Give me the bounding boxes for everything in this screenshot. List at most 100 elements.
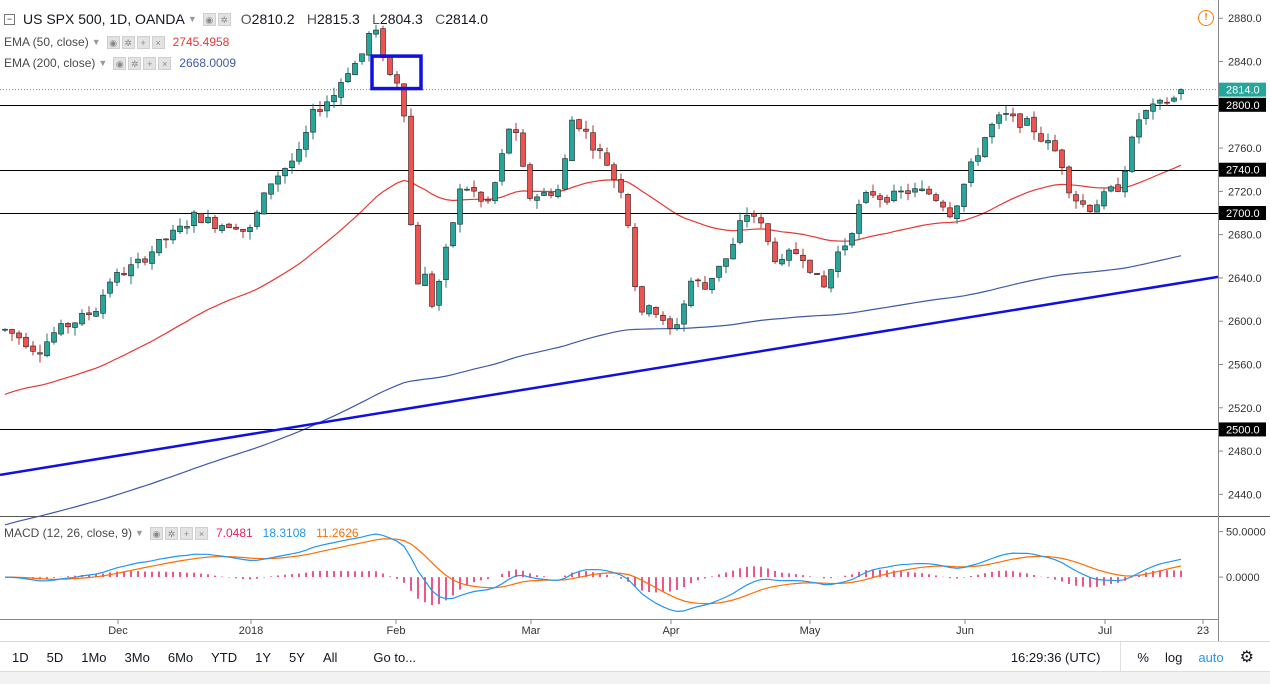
ema50-line [4,164,1182,395]
candle-body [177,225,183,233]
candle-body [261,192,267,215]
price-badge [1219,82,1266,97]
close-icon[interactable]: × [194,526,208,540]
alert-clock-icon[interactable]: ! [1198,10,1214,26]
utc-clock[interactable]: 16:29:36 (UTC) [1010,649,1101,665]
candle-body [534,196,540,201]
chevron-down-icon[interactable]: ▼ [91,37,101,47]
candle-body [254,211,260,227]
candle-body [814,273,820,276]
candle-body [1066,166,1072,194]
timeframe-3mo[interactable]: 3Mo [124,649,150,665]
eye-icon[interactable]: ◉ [113,56,127,70]
candle-body [716,265,722,278]
candle-body [170,229,176,241]
candle-body [240,228,246,232]
candle-body [1017,113,1023,128]
timeframe-all[interactable]: All [322,649,338,665]
log-toggle[interactable]: log [1164,649,1183,665]
gear-icon[interactable]: ⚙ [1239,649,1254,666]
candle-body [156,238,162,254]
candle-body [569,119,575,162]
candle-body [1108,186,1114,192]
bottom-toolbar: 1D 5D 1Mo 3Mo 6Mo YTD 1Y 5Y All Go to...… [0,641,1270,672]
candle-body [114,272,120,283]
timeframe-1d[interactable]: 1D [12,649,29,665]
chevron-down-icon[interactable]: ▼ [135,528,144,538]
price-badge-label: 2800.0 [1226,100,1260,112]
add-icon[interactable]: + [136,35,150,49]
gear-icon[interactable]: ✲ [217,12,231,26]
price-badge-label: 2500.0 [1226,424,1260,436]
candle-body [219,225,225,231]
price-badge-label: 2700.0 [1226,208,1260,220]
candle-body [863,192,869,203]
chevron-down-icon[interactable]: ▼ [98,58,108,68]
candle-body [149,251,155,264]
candle-body [912,188,918,193]
timeframe-ytd[interactable]: YTD [211,649,238,665]
symbol-header: − US SPX 500, 1D, OANDA ▼ ◉ ✲ O2810.2 H2… [4,10,497,28]
candle-body [961,183,967,207]
candle-body [709,277,715,291]
candle-body [289,160,295,169]
eye-icon[interactable]: ◉ [106,35,120,49]
candle-body [639,286,645,313]
time-tick-label: Mar [522,625,541,637]
candle-body [807,259,813,273]
candle-body [835,251,841,272]
candle-body [982,137,988,158]
candle-body [772,241,778,263]
timeframe-5y[interactable]: 5Y [289,649,305,665]
candle-body [898,190,904,193]
eye-icon[interactable]: ◉ [202,12,216,26]
candle-body [128,264,134,277]
eye-icon[interactable]: ◉ [149,526,163,540]
candle-body [632,227,638,287]
candle-body [723,258,729,267]
price-tick-label: 2880.0 [1228,13,1262,25]
gear-icon[interactable]: ✲ [121,35,135,49]
chevron-down-icon[interactable]: ▼ [187,14,197,24]
candle-body [352,63,358,76]
price-tick-label: 2440.0 [1228,489,1262,501]
auto-toggle[interactable]: auto [1198,649,1224,665]
candle-body [1143,109,1149,119]
candle-body [884,197,890,203]
candle-body [604,152,610,166]
timeframe-1y[interactable]: 1Y [255,649,272,665]
close-icon[interactable]: × [151,35,165,49]
candle-body [611,164,617,181]
collapse-icon[interactable]: − [4,13,15,25]
timeframe-1mo[interactable]: 1Mo [81,649,107,665]
candle-body [758,217,764,224]
candle-body [163,238,169,241]
gear-icon[interactable]: ✲ [128,56,142,70]
candle-body [16,332,22,339]
candle-body [842,245,848,251]
macd-label[interactable]: MACD (12, 26, close, 9) [4,526,133,540]
add-icon[interactable]: + [179,526,193,540]
timeframe-6mo[interactable]: 6Mo [167,649,194,665]
timeframe-5d[interactable]: 5D [46,649,64,665]
candle-body [891,190,897,202]
percent-toggle[interactable]: % [1137,649,1149,665]
ema200-legend: EMA (200, close) ▼ ◉ ✲ + × 2668.0009 [4,54,236,72]
goto-button[interactable]: Go to... [373,649,417,665]
ema200-label[interactable]: EMA (200, close) [4,56,96,70]
macd-hist-value: 7.0481 [215,526,253,540]
close-icon[interactable]: × [158,56,172,70]
candle-body [415,224,421,285]
candle-body [9,329,15,334]
add-icon[interactable]: + [143,56,157,70]
candle-body [65,323,71,328]
gear-icon[interactable]: ✲ [164,526,178,540]
ema200-line [4,255,1182,526]
candle-body [1157,99,1163,104]
symbol-title[interactable]: US SPX 500, 1D, OANDA [23,11,185,27]
candle-body [751,213,757,217]
chart-canvas[interactable]: 2880.0 2840.0 2800.0 2760.0 2720.0 2680.0 2640… [0,0,1270,641]
bottom-strip [0,671,1270,684]
candle-body [940,201,946,208]
ema50-label[interactable]: EMA (50, close) [4,35,89,49]
